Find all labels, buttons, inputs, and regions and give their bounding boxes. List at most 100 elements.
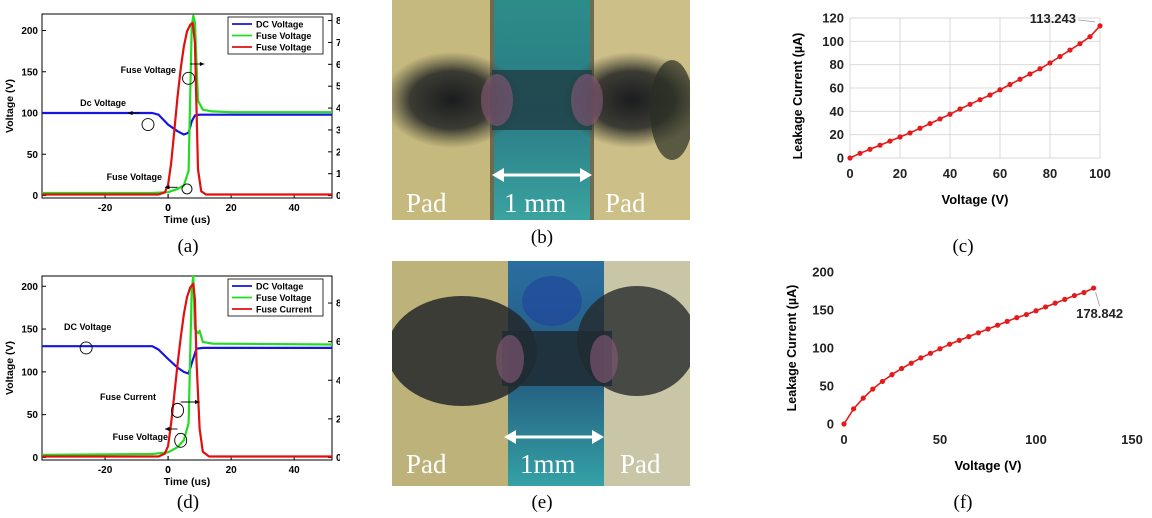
- f-x-tick-label: 0: [840, 432, 847, 447]
- d-y-tick-label: 50: [27, 410, 39, 421]
- c-y-tick-label: 120: [822, 11, 844, 26]
- c-y-tick-label: 100: [822, 34, 844, 49]
- d-annotation-arrowhead: [164, 426, 170, 432]
- a-annotation-arrowhead: [199, 61, 205, 67]
- a-annotation: Fuse Voltage: [107, 172, 162, 182]
- a-y2-tick-label: 600: [336, 60, 340, 71]
- c-data-point: [917, 125, 923, 131]
- caption-c: (c): [952, 236, 974, 257]
- a-y-tick-label: 0: [32, 191, 38, 202]
- f-data-point: [1043, 304, 1049, 310]
- f-data-point: [1052, 300, 1058, 306]
- c-data-point: [857, 150, 863, 156]
- f-y-tick-label: 150: [812, 303, 834, 318]
- c-x-axis-label: Voltage (V): [942, 192, 1009, 207]
- d-y-tick-label: 200: [21, 282, 38, 293]
- micrograph-b-image: [392, 0, 690, 220]
- f-data-point: [1004, 318, 1010, 324]
- f-data-point: [841, 421, 847, 427]
- c-data-point: [1077, 41, 1083, 47]
- c-data-point: [957, 106, 963, 112]
- c-x-tick-label: 20: [893, 166, 907, 181]
- chart-c: 0 20 40 60 80 100 120 0 20 40 60 80 100 Voltage (V) Le…: [791, 11, 1111, 208]
- a-x-axis-label: Time (us): [164, 214, 210, 226]
- a-x-tick-label: 40: [289, 203, 301, 214]
- scale-arrow-e: [504, 430, 604, 444]
- a-annotation-arrowhead: [128, 110, 133, 116]
- micrograph-b: Pad Pad 1 mm: [392, 0, 690, 220]
- d-y2-tick-label: 800: [336, 299, 340, 310]
- c-data-point: [887, 138, 893, 144]
- d-annotation-ring: [171, 402, 184, 418]
- scale-label-b: 1 mm: [504, 188, 567, 218]
- a-y-axis-label: Voltage (V): [4, 79, 16, 133]
- f-data-point: [975, 330, 981, 336]
- f-series-line: [843, 287, 1094, 425]
- c-x-tick-label: 0: [846, 166, 853, 181]
- caption-b: (b): [530, 227, 554, 248]
- a-x-tick-label: 0: [165, 203, 171, 214]
- c-x-tick-label: 60: [993, 166, 1007, 181]
- c-data-point: [987, 92, 993, 98]
- d-x-tick-label: -20: [98, 465, 113, 476]
- a-y2-tick-label: 500: [336, 82, 340, 93]
- d-y2-tick-label: 600: [336, 337, 340, 348]
- d-x-axis-label: Time (us): [164, 476, 210, 488]
- d-y-tick-label: 100: [21, 367, 38, 378]
- a-legend-entry: DC Voltage: [256, 20, 303, 30]
- a-y-tick-label: 50: [27, 150, 39, 161]
- d-legend-entry: Fuse Current: [256, 305, 312, 315]
- caption-f: (f): [953, 492, 973, 513]
- pad-label-right: Pad: [620, 449, 661, 479]
- f-data-point: [947, 341, 953, 347]
- d-series-line-1: [42, 345, 332, 375]
- a-annotation-arrowhead: [164, 185, 170, 190]
- f-y-axis-label: Leakage Current (µA): [785, 285, 799, 412]
- f-data-point: [908, 360, 914, 366]
- f-data-point: [985, 326, 991, 332]
- a-legend-entry: Fuse Voltage: [256, 43, 311, 53]
- c-y-tick-label: 20: [830, 127, 844, 142]
- d-annotation: Fuse Voltage: [113, 432, 168, 442]
- c-data-point: [1057, 53, 1063, 60]
- pad-label-left: Pad: [406, 449, 447, 479]
- pad-label-left: Pad: [406, 188, 447, 218]
- pad-label-right: Pad: [605, 188, 646, 218]
- d-y2-tick-label: 400: [336, 376, 340, 387]
- c-data-point: [1097, 23, 1103, 29]
- a-y2-tick-label: 800: [336, 16, 340, 27]
- c-x-tick-label: 40: [943, 166, 957, 181]
- c-x-tick-label: 80: [1043, 166, 1057, 181]
- d-legend-entry: DC Voltage: [256, 282, 303, 292]
- d-x-tick-label: 40: [289, 465, 301, 476]
- f-x-tick-label: 150: [1121, 432, 1143, 447]
- c-data-label-leader: [1077, 19, 1096, 23]
- c-data-point: [1037, 66, 1043, 72]
- a-y2-tick-label: 200: [336, 147, 340, 158]
- f-data-point: [1023, 311, 1029, 318]
- micrograph-e-image: [392, 261, 690, 486]
- f-data-point: [1071, 292, 1077, 299]
- c-data-point: [867, 146, 873, 152]
- f-data-point: [995, 322, 1001, 328]
- d-plot-frame: [41, 275, 333, 461]
- d-annotation-ring: [79, 341, 93, 355]
- f-data-point: [966, 334, 972, 340]
- c-y-tick-label: 60: [830, 81, 844, 96]
- d-x-tick-label: 0: [165, 465, 171, 476]
- f-y-tick-label: 0: [827, 417, 834, 432]
- a-y-tick-label: 200: [21, 26, 38, 37]
- d-y-tick-label: 0: [32, 453, 38, 464]
- chart-a: -200204000501001502000100200300400500600…: [4, 13, 340, 226]
- c-y-axis-label: Leakage Current (µA): [791, 33, 805, 160]
- d-annotation-arrowhead: [195, 399, 200, 405]
- c-series-line: [849, 25, 1101, 159]
- f-data-point: [899, 365, 905, 372]
- f-data-point: [870, 386, 876, 392]
- a-x-tick-label: 20: [226, 203, 238, 214]
- a-plot-frame: [41, 13, 333, 199]
- f-data-point: [879, 378, 885, 385]
- d-y2-tick-label: 0: [336, 453, 340, 464]
- a-y2-tick-label: 700: [336, 38, 340, 49]
- c-data-point: [977, 97, 983, 103]
